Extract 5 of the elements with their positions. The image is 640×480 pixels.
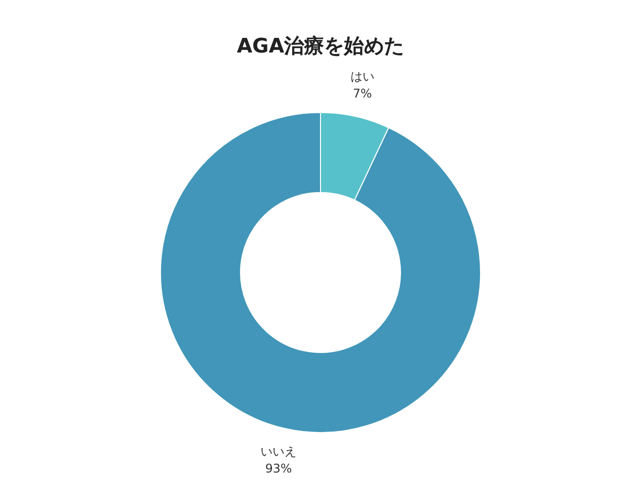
chart-title: AGA治療を始めた <box>236 33 404 58</box>
data-label: 7% <box>352 86 372 101</box>
slice-label: はい <box>350 70 374 84</box>
slice-label: いいえ <box>260 444 297 458</box>
data-label: 93% <box>265 461 292 476</box>
